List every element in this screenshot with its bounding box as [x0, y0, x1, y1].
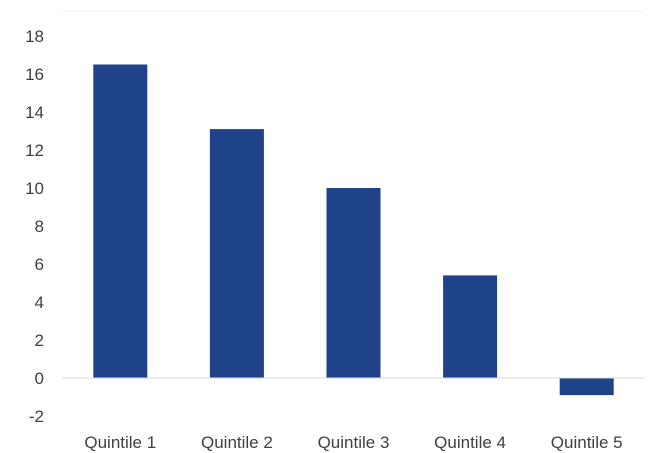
y-tick-label: 16	[25, 65, 44, 84]
bar-2	[209, 129, 264, 378]
y-tick-label: 10	[25, 179, 44, 198]
y-tick-label: 0	[35, 369, 44, 388]
x-axis: Quintile 1 Quintile 2 Quintile 3 Quintile 4…	[84, 433, 622, 452]
bar-3	[326, 188, 381, 378]
x-category-label: Quintile 2	[201, 433, 273, 452]
y-tick-label: 2	[35, 331, 44, 350]
y-tick-label: 14	[25, 103, 44, 122]
bar-5	[559, 378, 614, 396]
x-category-label: Quintile 3	[318, 433, 390, 452]
y-tick-label: 4	[35, 293, 44, 312]
bar-1	[93, 64, 148, 378]
y-tick-label: 18	[25, 27, 44, 46]
bar-series	[93, 64, 614, 396]
y-tick-label: 8	[35, 217, 44, 236]
x-category-label: Quintile 1	[84, 433, 156, 452]
y-tick-label: 12	[25, 141, 44, 160]
x-category-label: Quintile 5	[551, 433, 623, 452]
x-category-label: Quintile 4	[434, 433, 506, 452]
bar-4	[443, 275, 498, 378]
y-axis: -2 0 2 4 6 8 10 12 14 16 18	[25, 27, 44, 426]
y-tick-label: -2	[29, 407, 44, 426]
y-tick-label: 6	[35, 255, 44, 274]
